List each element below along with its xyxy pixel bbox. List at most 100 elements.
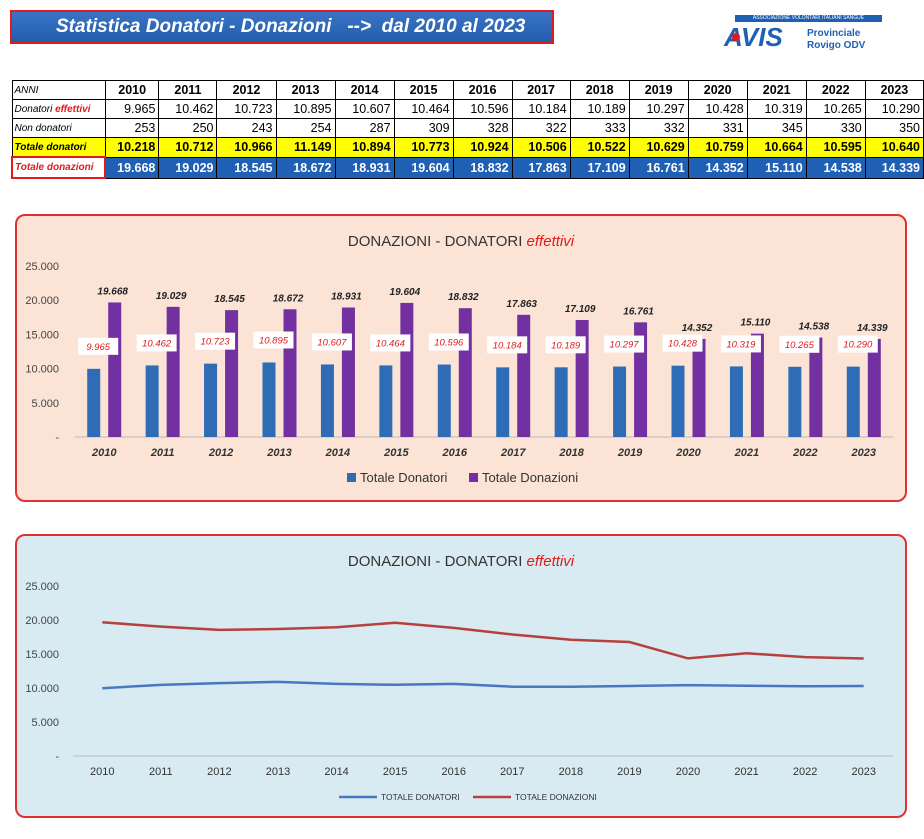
- table-cell: 328: [452, 118, 513, 138]
- x-tick-label: 2018: [559, 766, 583, 778]
- table-cell: 250: [158, 118, 218, 138]
- table-year-header: 2015: [393, 80, 454, 100]
- data-label-donazioni: 16.761: [623, 306, 654, 317]
- table-row-label: Totale donazioni: [10, 156, 107, 179]
- table-row: Non donatori 253 250 243 254 287 309 328 322 333 3…: [11, 118, 924, 138]
- bar-totale-donatori: [437, 364, 451, 437]
- y-tick-label: -: [55, 751, 59, 763]
- table-cell: 243: [216, 118, 277, 138]
- data-label-donatori: 10.428: [668, 339, 698, 350]
- table-header-row: ANNI 2010 2011 2012 2013 2014 2015 2016 2017 2018…: [11, 80, 924, 100]
- y-tick-label: 20.000: [25, 615, 59, 627]
- bar-chart-panel: DONAZIONI - DONATORI effettivi - 5.000 10.0…: [15, 214, 907, 502]
- y-tick-label: 15.000: [25, 649, 59, 661]
- table-cell: 11.149: [275, 137, 336, 158]
- legend-label-donazioni: Totale Donazioni: [482, 470, 578, 485]
- data-label-donatori: 10.607: [317, 337, 347, 348]
- table-cell: 19.668: [104, 156, 160, 179]
- table-year-header: 2012: [216, 80, 277, 100]
- table-cell: 19.604: [393, 156, 454, 179]
- data-label-box: [662, 334, 703, 352]
- data-label-box: [253, 331, 294, 349]
- table-cell: 10.895: [275, 99, 336, 119]
- table-row: Totale donazioni 19.668 19.029 18.545 18.672…: [10, 156, 924, 179]
- bar-chart: DONAZIONI - DONATORI effettivi - 5.000 10.0…: [25, 233, 893, 485]
- bar-totale-donatori: [613, 366, 627, 437]
- line-totale-donatori: [102, 680, 864, 690]
- table-cell: 9.965: [104, 99, 160, 119]
- bar-totale-donatori: [846, 366, 860, 437]
- table-cell: 10.189: [569, 99, 630, 119]
- table-cell: 322: [511, 118, 571, 138]
- table-cell: 333: [569, 118, 630, 138]
- x-tick-label: 2011: [149, 766, 173, 778]
- x-tick-label: 2019: [617, 447, 643, 459]
- logo-subtitle-rovigo: Rovigo ODV: [807, 40, 866, 51]
- table-year-header: 2021: [746, 80, 807, 100]
- table-year-header: 2013: [275, 80, 336, 100]
- x-tick-label: 2017: [500, 766, 524, 778]
- data-label-donatori: 10.464: [376, 338, 405, 349]
- table-cell: 350: [864, 118, 924, 138]
- data-label-donazioni: 19.029: [156, 291, 187, 302]
- data-label-box: [779, 335, 820, 353]
- x-tick-label: 2021: [734, 447, 759, 459]
- data-label-donatori: 10.189: [551, 340, 581, 351]
- data-label-box: [487, 336, 528, 354]
- page-title: Statistica Donatori - Donazioni --> dal …: [56, 16, 526, 37]
- table-cell: 10.184: [511, 99, 571, 119]
- table-cell: 10.297: [628, 99, 689, 119]
- x-tick-label: 2014: [324, 766, 348, 778]
- data-label-donazioni: 17.109: [565, 304, 596, 315]
- y-tick-label: 25.000: [25, 581, 59, 593]
- data-label-box: [428, 333, 469, 351]
- table-cell: 10.218: [104, 137, 160, 158]
- table-row: Totale donatori 10.218 10.712 10.966 11.149 1…: [11, 137, 924, 158]
- table-cell: 254: [275, 118, 336, 138]
- bar-totale-donazioni: [400, 302, 414, 437]
- page-title-box: Statistica Donatori - Donazioni --> dal …: [10, 10, 554, 44]
- legend-label-donatori: TOTALE DONATORI: [381, 792, 460, 802]
- bar-totale-donazioni: [108, 302, 122, 437]
- x-tick-label: 2014: [325, 447, 350, 459]
- data-label-box: [720, 335, 761, 353]
- table-cell: 253: [104, 118, 160, 138]
- x-tick-label: 2012: [208, 447, 233, 459]
- avis-logo: ASSOCIAZIONE VOLONTARI ITALIANI SANGUE A…: [722, 15, 882, 51]
- table-cell: 15.110: [746, 156, 807, 179]
- table-cell: 10.464: [393, 99, 454, 119]
- data-label-box: [837, 335, 878, 353]
- bar-totale-donatori: [496, 367, 510, 437]
- table-year-header: 2018: [569, 80, 630, 100]
- x-tick-label: 2022: [793, 766, 817, 778]
- data-label-donatori: 10.462: [142, 338, 172, 349]
- table-cell: 10.428: [687, 99, 748, 119]
- table-year-header: 2011: [158, 80, 218, 100]
- y-tick-label: 15.000: [25, 329, 59, 341]
- x-tick-label: 2020: [676, 766, 700, 778]
- bar-totale-donazioni: [867, 338, 881, 437]
- bar-totale-donazioni: [692, 338, 706, 437]
- table-cell: 17.109: [569, 156, 630, 179]
- table-cell: 10.924: [452, 137, 513, 158]
- bar-totale-donatori: [671, 365, 685, 437]
- x-tick-label: 2018: [558, 447, 584, 459]
- table-cell: 287: [334, 118, 395, 138]
- table-cell: 10.773: [393, 137, 454, 158]
- data-label-box: [545, 336, 586, 354]
- table-year-header: 2020: [687, 80, 748, 100]
- data-label-donazioni: 18.832: [448, 292, 479, 303]
- table-year-header: 2016: [452, 80, 513, 100]
- x-tick-label: 2013: [266, 447, 291, 459]
- table-cell: 10.966: [216, 137, 277, 158]
- legend-label-donazioni: TOTALE DONAZIONI: [515, 792, 597, 802]
- data-label-box: [370, 334, 411, 352]
- bar-totale-donazioni: [283, 309, 297, 437]
- y-tick-label: 25.000: [25, 261, 59, 273]
- table-cell: 10.290: [864, 99, 924, 119]
- table-year-header: 2019: [628, 80, 689, 100]
- x-tick-label: 2015: [383, 447, 409, 459]
- x-tick-label: 2010: [91, 447, 117, 459]
- legend-label-donatori: Totale Donatori: [360, 470, 448, 485]
- x-tick-label: 2019: [617, 766, 641, 778]
